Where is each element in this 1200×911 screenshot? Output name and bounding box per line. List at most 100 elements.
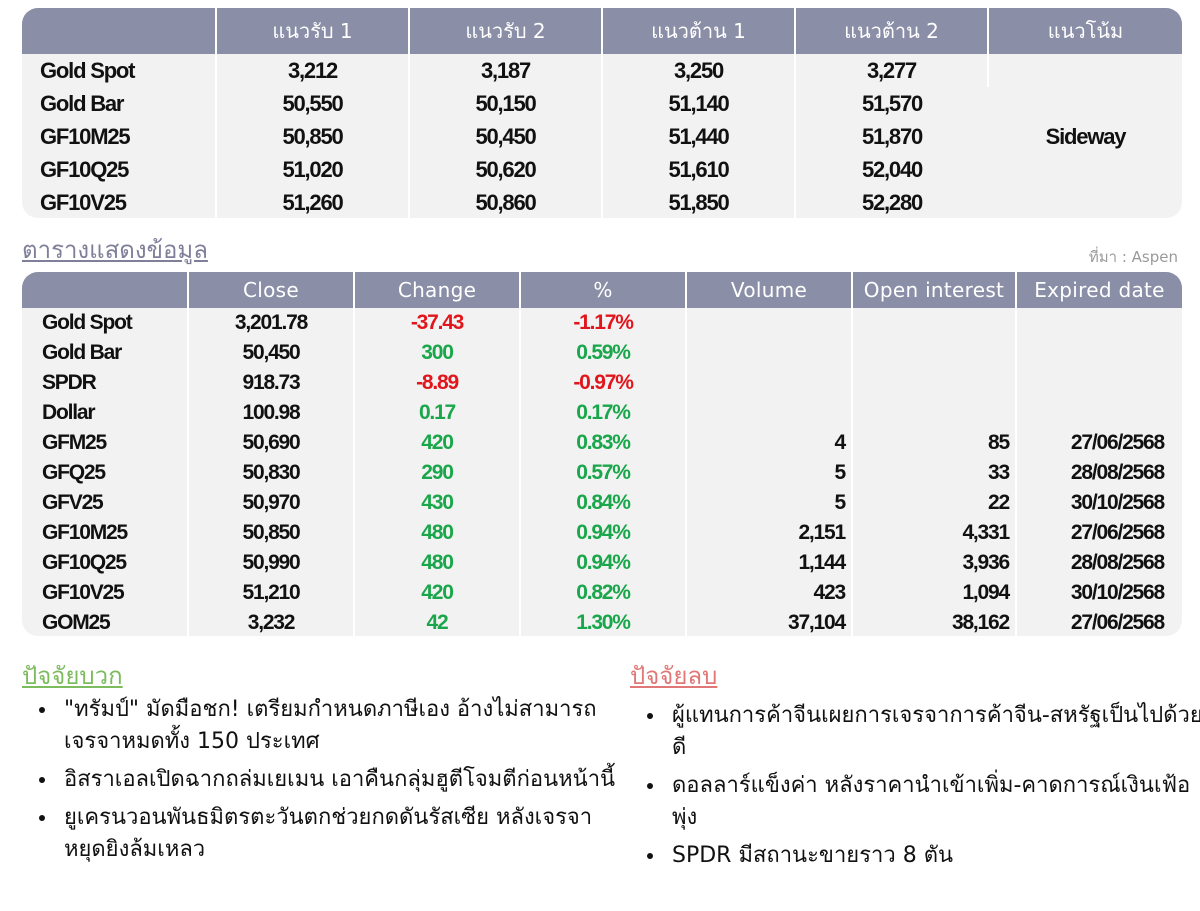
percent-change-value: 1.30% — [520, 608, 687, 636]
instrument-name: GF10Q25 — [22, 153, 217, 186]
table-row: GFM25 50,690 420 0.83% 4 85 27/06/2568 — [22, 428, 1182, 458]
support-1-value: 3,212 — [216, 54, 410, 87]
percent-change-value: 0.94% — [520, 548, 687, 578]
expired-date-value: 27/06/2568 — [1070, 431, 1165, 454]
instrument-name: Gold Bar — [22, 87, 217, 120]
close-value: 50,850 — [188, 518, 355, 548]
percent-change-value: 0.59% — [520, 338, 687, 368]
open-interest-value: 1,094 — [852, 578, 1017, 608]
open-interest-value: 85 — [852, 428, 1017, 458]
expired-date-value: 30/10/2568 — [1070, 491, 1165, 514]
volume-value — [686, 308, 853, 338]
change-value: 42 — [354, 608, 521, 636]
list-item: ยูเครนวอนพันธมิตรตะวันตกช่วยกดดันรัสเซีย… — [58, 802, 618, 866]
change-value: 430 — [354, 488, 521, 518]
support-1-value: 50,850 — [216, 120, 410, 153]
list-item: ดอลลาร์แข็งค่า หลังราคานำเข้าเพิ่ม-คาดกา… — [666, 770, 1200, 834]
support-1-value: 51,260 — [216, 186, 410, 218]
instrument-name: Gold Bar — [22, 338, 189, 368]
instrument-name: Dollar — [22, 398, 189, 428]
close-value: 918.73 — [188, 368, 355, 398]
table-row: SPDR 918.73 -8.89 -0.97% — [22, 368, 1182, 398]
close-value: 50,690 — [188, 428, 355, 458]
instrument-name: SPDR — [22, 368, 189, 398]
percent-change-value: -1.17% — [520, 308, 687, 338]
support-2-value: 3,187 — [409, 54, 603, 87]
close-value: 50,990 — [188, 548, 355, 578]
change-value: 420 — [354, 578, 521, 608]
change-value: 480 — [354, 548, 521, 578]
market-header-row: Close Change % Volume Open interest Expi… — [22, 272, 1182, 308]
change-value: -8.89 — [354, 368, 521, 398]
market-header-percent: % — [520, 272, 687, 308]
instrument-name: GOM25 — [22, 608, 189, 636]
levels-header-support-1: แนวรับ 1 — [216, 8, 410, 54]
volume-value — [686, 398, 853, 428]
table-row: Gold Spot 3,201.78 -37.43 -1.17% — [22, 308, 1182, 338]
open-interest-value: 22 — [852, 488, 1017, 518]
instrument-name: GF10M25 — [22, 120, 217, 153]
instrument-name: GF10M25 — [22, 518, 189, 548]
close-value: 100.98 — [188, 398, 355, 428]
resistance-2-value: 51,570 — [861, 90, 923, 116]
support-2-value: 50,150 — [409, 87, 603, 120]
volume-value: 37,104 — [686, 608, 853, 636]
volume-value: 423 — [686, 578, 853, 608]
instrument-name: Gold Spot — [22, 308, 189, 338]
table-row: GF10V25 51,210 420 0.82% 423 1,094 30/10/2568 — [22, 578, 1182, 608]
positive-factors-title: ปัจจัยบวก — [22, 662, 123, 690]
instrument-name: GF10V25 — [22, 186, 217, 218]
close-value: 3,201.78 — [188, 308, 355, 338]
open-interest-value: 4,331 — [852, 518, 1017, 548]
support-resistance-table: แนวรับ 1 แนวรับ 2 แนวต้าน 1 แนวต้าน 2 แน… — [22, 8, 1182, 218]
support-1-value: 51,020 — [216, 153, 410, 186]
table-row: GFV25 50,970 430 0.84% 5 22 30/10/2568 — [22, 488, 1182, 518]
volume-value: 2,151 — [686, 518, 853, 548]
percent-change-value: 0.57% — [520, 458, 687, 488]
percent-change-value: 0.84% — [520, 488, 687, 518]
change-value: 420 — [354, 428, 521, 458]
expired-date-value: 28/08/2568 — [1070, 551, 1165, 574]
levels-header-trend: แนวโน้ม — [988, 8, 1182, 54]
levels-header-blank — [22, 8, 217, 54]
market-header-expired-date: Expired date — [1016, 272, 1182, 308]
market-header-blank — [22, 272, 189, 308]
negative-factors-list: ผู้แทนการค้าจีนเผยการเจรจาการค้าจีน-สหรั… — [630, 700, 1200, 878]
table-row: Dollar 100.98 0.17 0.17% — [22, 398, 1182, 428]
close-value: 3,232 — [188, 608, 355, 636]
volume-value: 1,144 — [686, 548, 853, 578]
table-row: GFQ25 50,830 290 0.57% 5 33 28/08/2568 — [22, 458, 1182, 488]
expired-date-value: 27/06/2568 — [1070, 521, 1165, 544]
instrument-name: GF10Q25 — [22, 548, 189, 578]
data-source-note: ที่มา : Aspen — [1088, 248, 1178, 266]
levels-header-row: แนวรับ 1 แนวรับ 2 แนวต้าน 1 แนวต้าน 2 แน… — [22, 8, 1182, 54]
open-interest-value: 33 — [852, 458, 1017, 488]
market-header-volume: Volume — [686, 272, 853, 308]
open-interest-value — [852, 398, 1017, 428]
market-header-close: Close — [188, 272, 355, 308]
market-header-open-interest: Open interest — [852, 272, 1017, 308]
volume-value — [686, 368, 853, 398]
table-row: GF10Q25 51,020 50,620 51,610 52,040 — [22, 153, 1182, 186]
expired-date-value — [1016, 398, 1182, 428]
open-interest-value — [852, 338, 1017, 368]
change-value: 300 — [354, 338, 521, 368]
percent-change-value: -0.97% — [520, 368, 687, 398]
list-item: "ทรัมป์" มัดมือชก! เตรียมกำหนดภาษีเอง อ้… — [58, 694, 618, 758]
close-value: 50,830 — [188, 458, 355, 488]
close-value: 51,210 — [188, 578, 355, 608]
change-value: 0.17 — [354, 398, 521, 428]
expired-date-value: 30/10/2568 — [1070, 581, 1165, 604]
negative-factors-title: ปัจจัยลบ — [630, 662, 718, 690]
percent-change-value: 0.17% — [520, 398, 687, 428]
percent-change-value: 0.94% — [520, 518, 687, 548]
instrument-name: GFV25 — [22, 488, 189, 518]
support-2-value: 50,620 — [409, 153, 603, 186]
close-value: 50,970 — [188, 488, 355, 518]
percent-change-value: 0.82% — [520, 578, 687, 608]
support-2-value: 50,860 — [409, 186, 603, 218]
resistance-2-value: 52,280 — [861, 189, 923, 215]
instrument-name: Gold Spot — [22, 54, 217, 87]
expired-date-value — [1016, 338, 1182, 368]
volume-value: 5 — [686, 488, 853, 518]
